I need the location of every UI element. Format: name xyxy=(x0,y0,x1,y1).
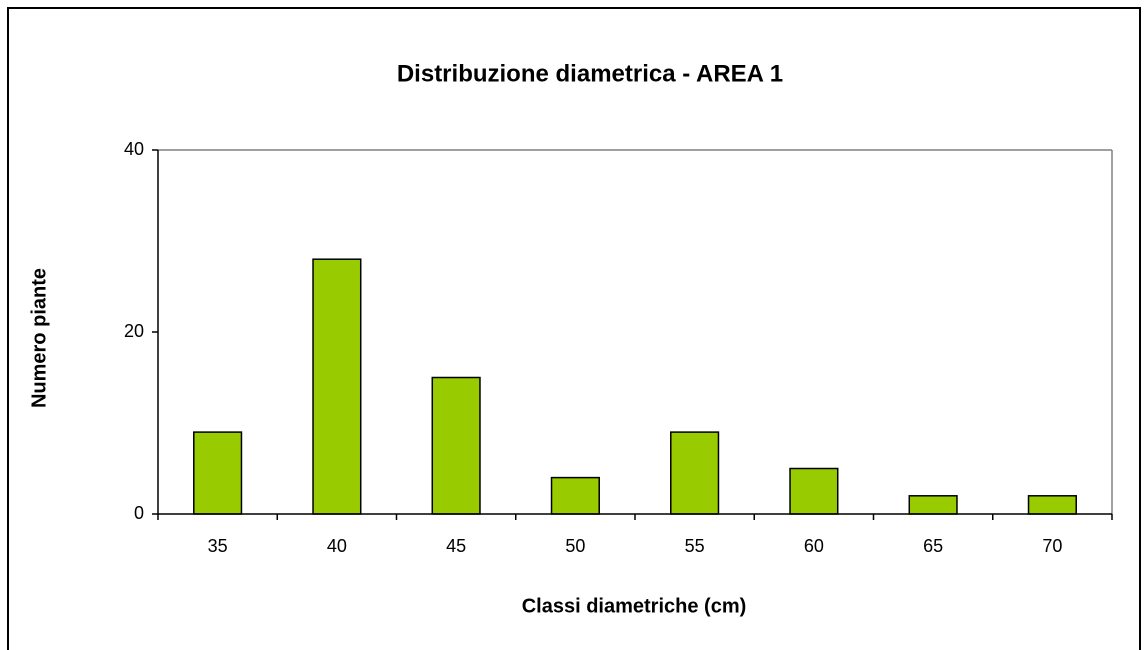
bar xyxy=(789,467,839,515)
bar xyxy=(193,431,243,515)
x-tick-label: 65 xyxy=(923,536,943,556)
chart-border xyxy=(7,7,1141,650)
chart-title: Distribuzione diametrica - AREA 1 xyxy=(397,60,783,87)
y-tick-label: 40 xyxy=(124,139,144,159)
y-tick-label: 0 xyxy=(134,503,144,523)
x-tick-label: 45 xyxy=(446,536,466,556)
bar xyxy=(312,258,362,515)
bar xyxy=(431,376,481,515)
x-tick-label: 40 xyxy=(327,536,347,556)
x-tick-label: 70 xyxy=(1042,536,1062,556)
x-tick-label: 55 xyxy=(685,536,705,556)
x-axis-title: Classi diametriche (cm) xyxy=(522,595,747,617)
bar xyxy=(908,495,958,515)
bar xyxy=(670,431,720,515)
bar xyxy=(550,476,600,515)
x-tick-label: 50 xyxy=(565,536,585,556)
x-tick-label: 60 xyxy=(804,536,824,556)
y-axis-title: Numero piante xyxy=(28,268,50,408)
x-tick-label: 35 xyxy=(208,536,228,556)
bar xyxy=(1027,495,1077,515)
y-tick-label: 20 xyxy=(124,321,144,341)
